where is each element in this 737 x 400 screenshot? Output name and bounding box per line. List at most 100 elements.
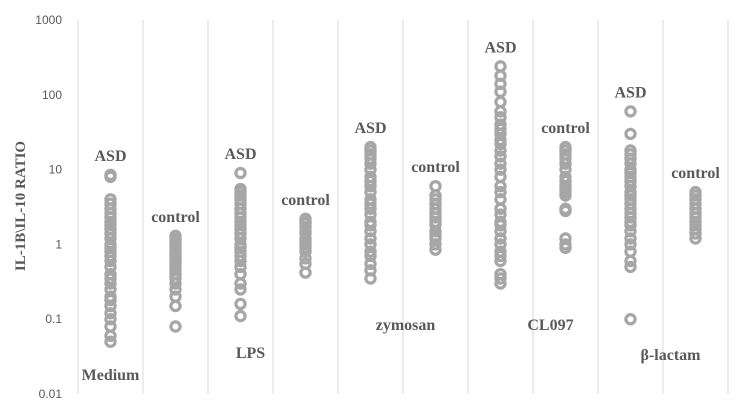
group-label: control — [151, 209, 200, 226]
data-point — [494, 122, 507, 136]
data-point — [494, 185, 507, 199]
data-point — [494, 215, 507, 229]
data-point — [234, 260, 247, 274]
group-label: ASD — [614, 84, 646, 101]
data-point — [364, 170, 377, 184]
data-point — [624, 238, 637, 251]
data-point — [559, 140, 572, 154]
data-point — [429, 179, 442, 193]
data-point — [169, 229, 182, 243]
data-point — [429, 243, 442, 256]
grid — [77, 20, 729, 394]
condition-label: zymosan — [376, 317, 436, 334]
data-point — [624, 144, 637, 157]
data-point — [494, 150, 507, 163]
data-point — [624, 185, 637, 199]
group-label: control — [281, 192, 330, 209]
data-point — [104, 267, 117, 281]
data-point — [299, 232, 312, 245]
data-point — [234, 297, 247, 311]
condition-label: β-lactam — [641, 347, 702, 364]
data-point — [299, 212, 312, 225]
condition-label: LPS — [236, 345, 265, 362]
data-point — [494, 245, 507, 258]
y-tick-label: 0.1 — [45, 312, 62, 326]
data-point — [104, 272, 117, 285]
data-point — [494, 193, 507, 206]
data-point — [364, 193, 377, 206]
condition-labels: Medium LPS zymosan CL097 β-lactam — [82, 317, 702, 384]
condition-label: Medium — [82, 367, 140, 384]
data-point — [559, 163, 572, 176]
data-point — [494, 157, 507, 170]
data-point — [494, 249, 507, 263]
data-point — [364, 264, 377, 277]
data-point — [624, 105, 637, 118]
data-point — [104, 307, 117, 320]
data-point — [624, 313, 637, 326]
y-tick-label: 10 — [49, 163, 63, 177]
y-tick-label: 100 — [42, 88, 62, 102]
data-point — [364, 215, 377, 229]
group-label: control — [671, 165, 720, 182]
group-label: control — [541, 120, 590, 137]
data-point — [559, 174, 572, 188]
y-tick-label: 1 — [55, 237, 62, 251]
data-point — [234, 309, 247, 323]
data-point — [364, 163, 377, 176]
data-point — [494, 118, 507, 131]
data-point — [494, 95, 507, 109]
data-point — [624, 245, 637, 258]
data-point — [104, 320, 117, 333]
data-point — [494, 133, 507, 147]
data-point — [364, 249, 377, 263]
group-label: ASD — [354, 120, 386, 137]
data-point — [104, 197, 117, 210]
data-point — [364, 208, 377, 221]
data-point — [559, 170, 572, 184]
data-point — [494, 272, 507, 285]
data-point — [364, 238, 377, 251]
data-point — [624, 163, 637, 176]
group-label: control — [411, 159, 460, 176]
y-ticks: 0.01 0.1 1 10 100 1000 — [35, 13, 62, 400]
data-point — [494, 60, 507, 73]
data-point — [624, 232, 637, 245]
data-point — [169, 290, 182, 303]
data-point — [559, 238, 572, 251]
data-point — [104, 238, 117, 251]
data-point — [364, 197, 377, 210]
data-point — [559, 202, 572, 215]
data-point — [299, 257, 312, 271]
data-point — [494, 170, 507, 184]
data-point — [104, 168, 117, 182]
data-point — [364, 185, 377, 199]
y-axis-label: IL-1B\IL-10 RATIO — [13, 141, 29, 271]
group-label: ASD — [484, 39, 516, 56]
data-point — [104, 260, 117, 274]
data-point — [169, 283, 182, 296]
data-point — [234, 182, 247, 196]
group-label: ASD — [224, 146, 256, 163]
data-point — [559, 232, 572, 245]
data-point — [234, 238, 247, 251]
group-labels: ASD control ASD control ASD control ASD control… — [94, 39, 720, 226]
data-point — [364, 140, 377, 154]
data-point — [234, 166, 247, 180]
data-point — [364, 174, 377, 188]
data-point — [364, 232, 377, 245]
data-point — [169, 320, 182, 333]
data-point — [104, 283, 117, 296]
condition-label: CL097 — [527, 317, 573, 334]
data-point — [234, 283, 247, 296]
y-tick-label: 1000 — [35, 13, 62, 27]
data-point — [364, 245, 377, 258]
data-point — [624, 127, 637, 141]
data-point — [104, 335, 117, 348]
data-points — [104, 60, 702, 348]
data-point — [104, 290, 117, 303]
data-point — [494, 232, 507, 245]
data-point — [494, 163, 507, 176]
data-point — [104, 193, 117, 206]
data-point — [494, 208, 507, 221]
